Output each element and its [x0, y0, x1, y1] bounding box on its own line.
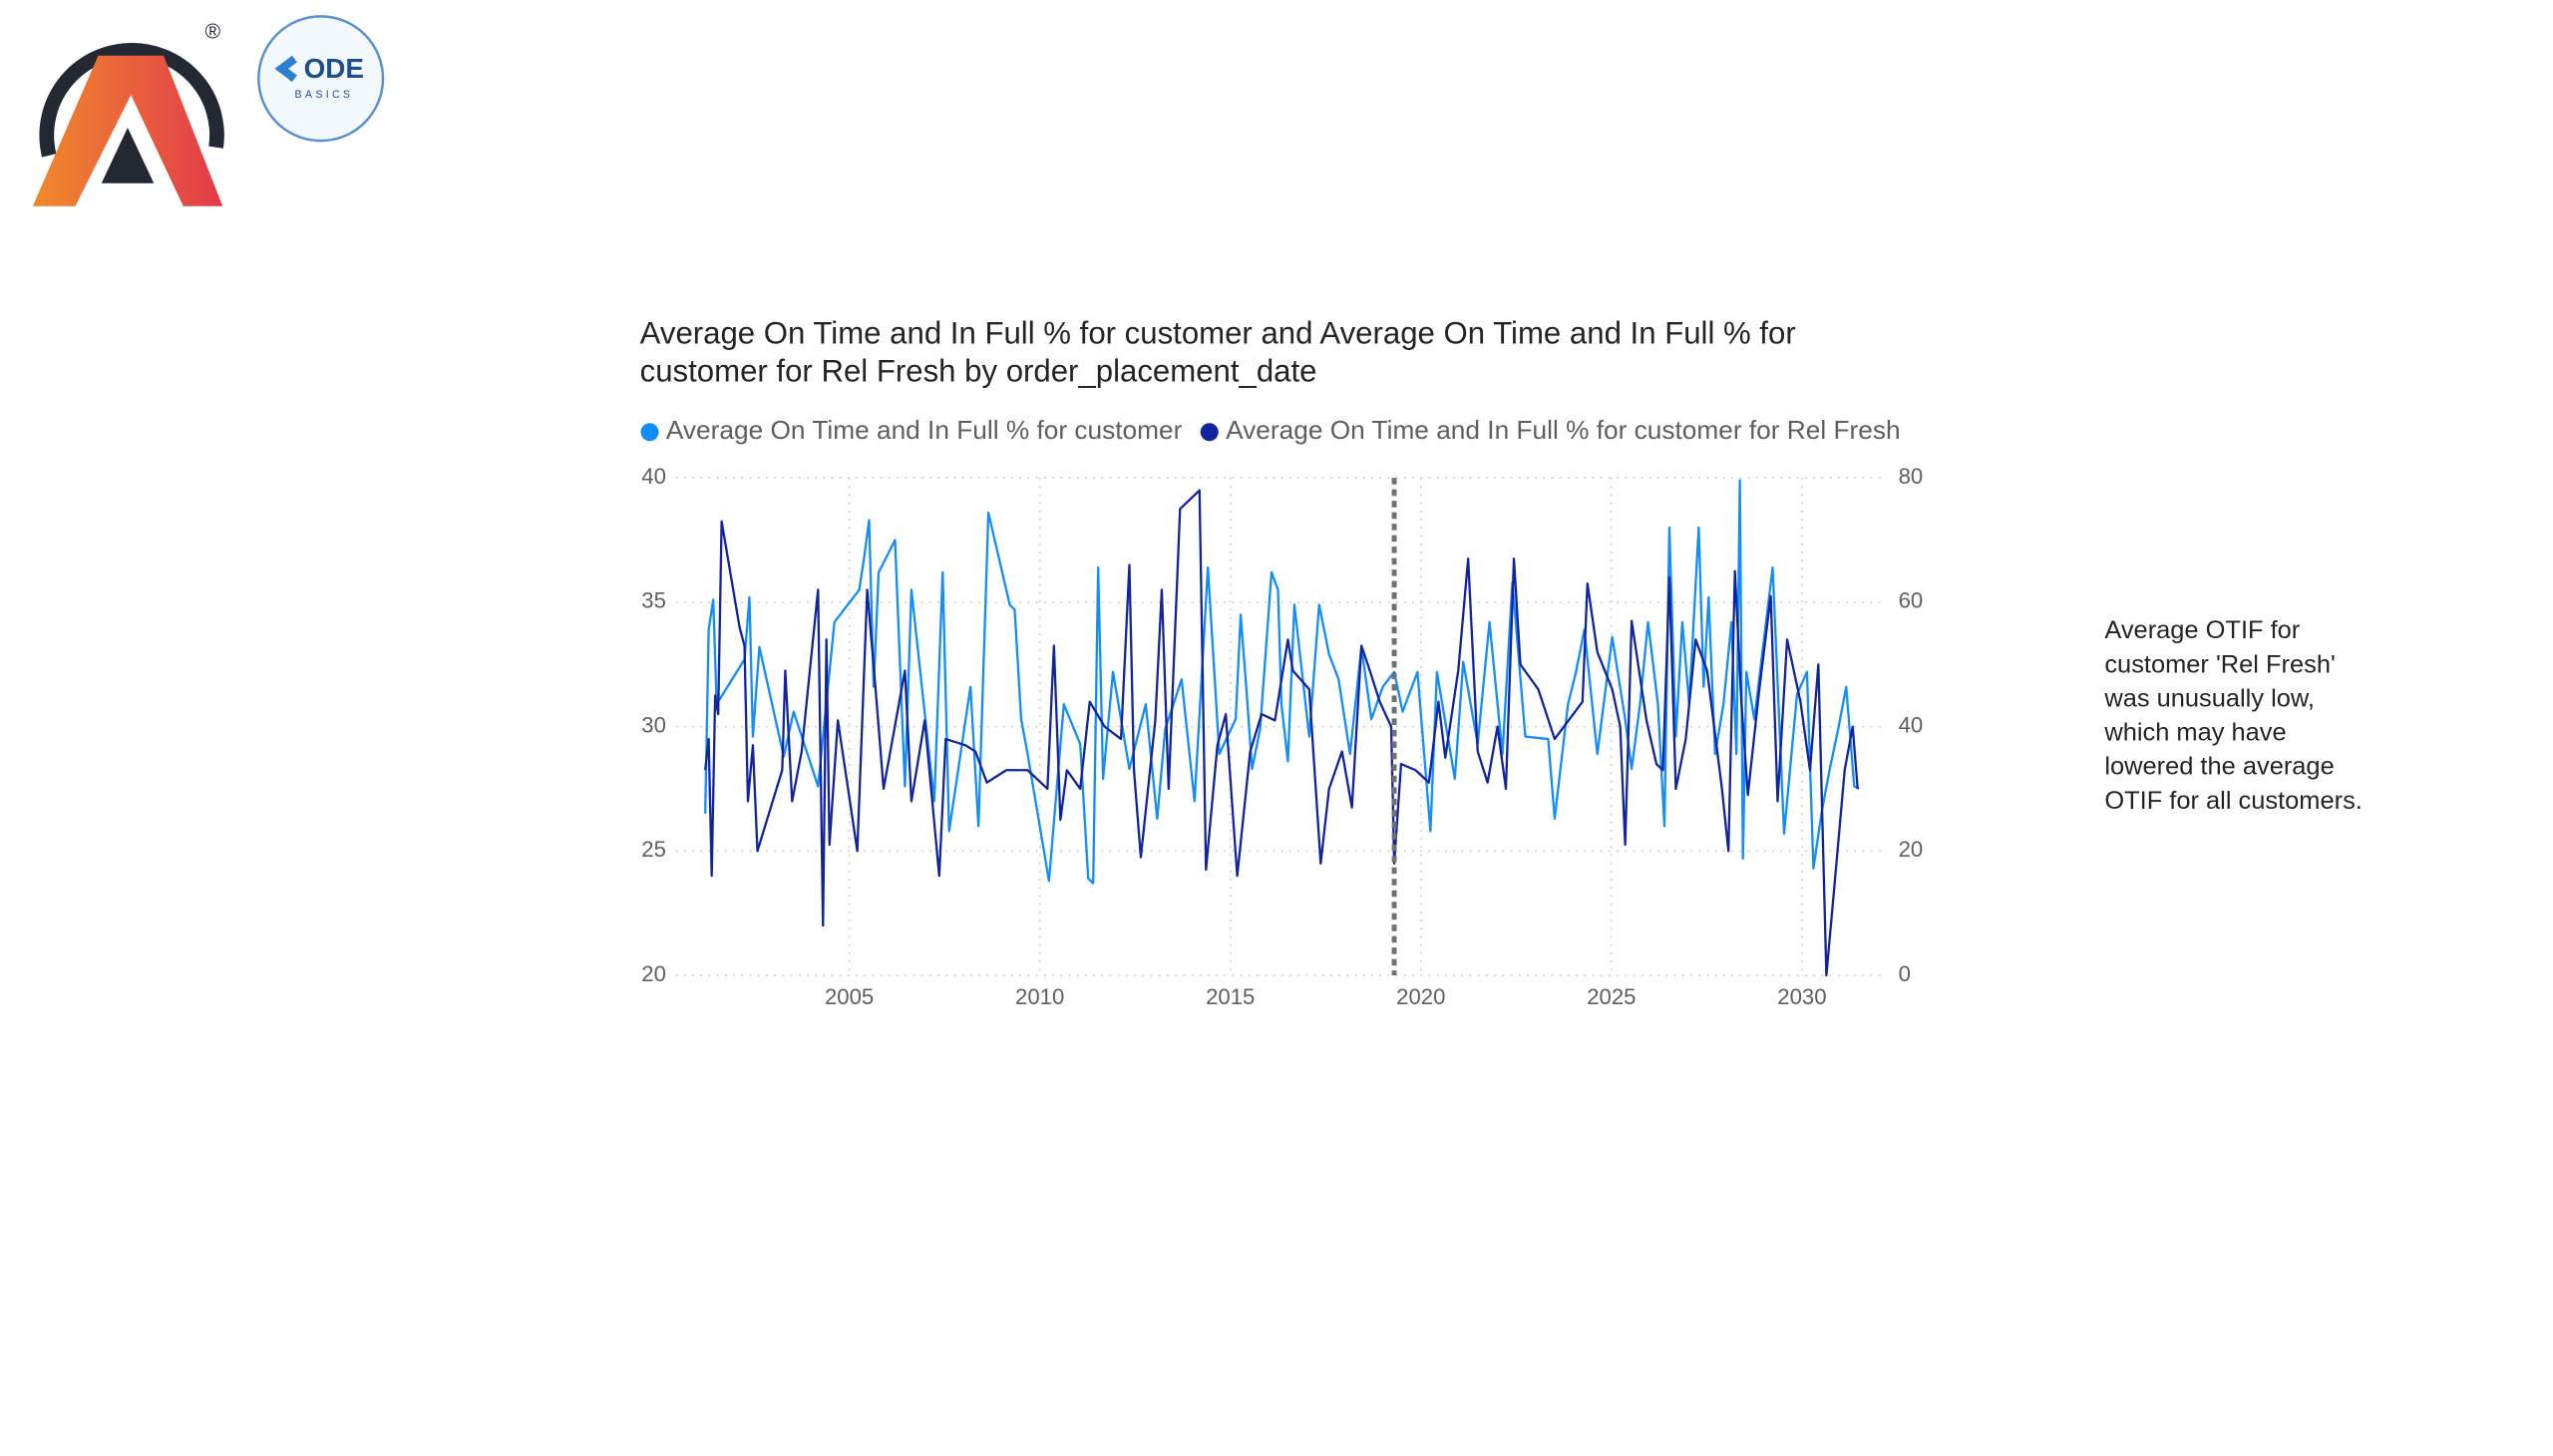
- logo-subtext: BASICS: [295, 89, 354, 101]
- x-tick-label: 2020: [1396, 984, 1445, 1009]
- x-tick-label: 2010: [1015, 984, 1064, 1009]
- registered-mark: ®: [204, 19, 220, 43]
- legend-label: Average On Time and In Full % for custom…: [1226, 415, 1900, 445]
- y-tick-label: 20: [641, 961, 666, 986]
- y-tick-label: 25: [641, 837, 666, 862]
- y2-tick-label: 20: [1899, 837, 1924, 862]
- legend-marker: [640, 423, 659, 442]
- logo-text: ODE: [304, 53, 364, 84]
- x-tick-label: 2005: [825, 984, 874, 1009]
- annotation-text: which may have: [2103, 719, 2286, 747]
- y2-tick-label: 80: [1899, 464, 1924, 489]
- atliq-logo: ®: [32, 19, 224, 206]
- y2-tick-label: 0: [1899, 961, 1911, 986]
- x-tick-label: 2015: [1206, 984, 1255, 1009]
- y-tick-label: 40: [641, 464, 666, 489]
- x-tick-label: 2030: [1777, 984, 1826, 1009]
- annotation-text: customer 'Rel Fresh': [2104, 650, 2336, 678]
- annotation-text: lowered the average: [2104, 753, 2334, 781]
- y-tick-label: 35: [641, 588, 666, 613]
- chart-title: customer for Rel Fresh by order_placemen…: [640, 353, 1317, 388]
- legend-marker: [1200, 423, 1219, 442]
- x-tick-label: 2025: [1587, 984, 1636, 1009]
- y-tick-label: 30: [641, 712, 666, 737]
- y2-tick-label: 40: [1899, 712, 1924, 737]
- legend-label: Average On Time and In Full % for custom…: [666, 415, 1183, 445]
- annotation-text: Average OTIF for: [2104, 616, 2300, 644]
- annotation-text: was unusually low,: [2103, 684, 2315, 712]
- codebasics-logo: ODE BASICS: [257, 15, 385, 143]
- y2-tick-label: 60: [1899, 588, 1924, 613]
- annotation-text: OTIF for all customers.: [2104, 787, 2363, 815]
- series-line: [704, 489, 1859, 977]
- chart-title: Average On Time and In Full % for custom…: [640, 316, 1796, 351]
